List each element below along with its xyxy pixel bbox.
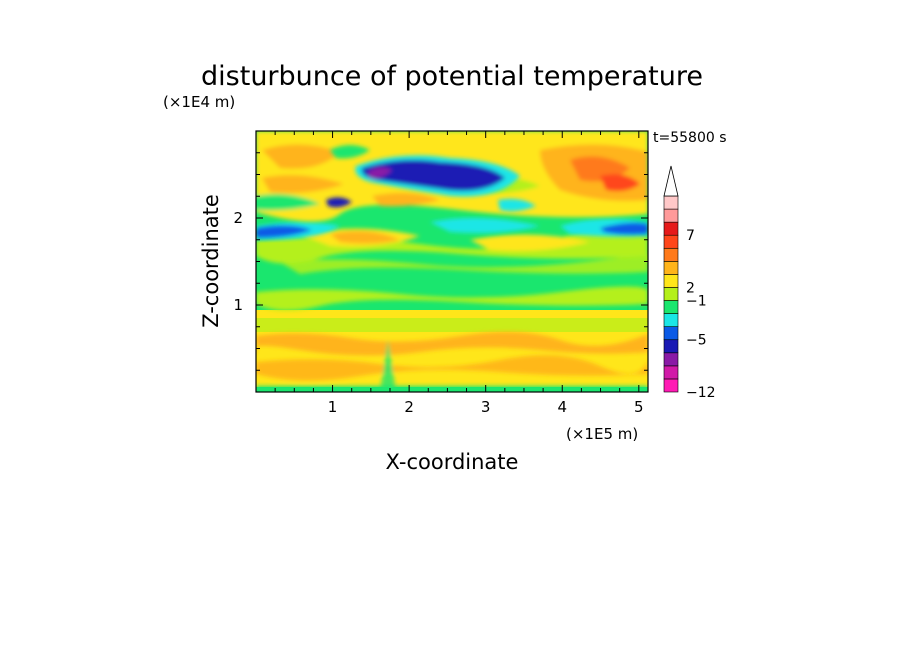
colorbar-swatch	[663, 234, 679, 249]
field-green-top	[330, 145, 370, 159]
x-axis: 1 2 3 4 5	[274, 131, 644, 416]
colorbar-swatch	[663, 313, 679, 327]
colorbar-swatch	[663, 326, 679, 341]
contour-field	[256, 131, 648, 392]
colorbar-swatch	[663, 339, 679, 354]
x-tick-label: 1	[328, 398, 338, 416]
chart-title: disturbunce of potential temperature	[201, 61, 703, 92]
y-tick-label: 2	[233, 209, 243, 227]
field-blue-left	[256, 225, 312, 238]
colorbar: −12 −5 −12 7	[663, 165, 716, 401]
colorbar-tick-label: −12	[686, 385, 716, 401]
y-tick-label: 1	[233, 296, 243, 314]
colorbar-swatch	[663, 247, 679, 262]
x-tick-label: 3	[481, 398, 491, 416]
colorbar-tick-label: −5	[686, 333, 707, 349]
y-axis-title: Z-coordinate	[199, 194, 223, 328]
colorbar-swatch	[663, 208, 679, 223]
field-lower-orange-band	[256, 331, 648, 356]
field-blue-right	[600, 222, 648, 235]
colorbar-swatch	[663, 274, 679, 288]
field-lower-yg-band	[256, 318, 648, 332]
colorbar-tick-label: −1	[686, 294, 707, 310]
colorbar-swatch	[663, 352, 679, 367]
colorbar-extend-arrow	[663, 165, 679, 197]
field-cyan-small	[498, 198, 536, 212]
field-navy-core	[361, 160, 505, 191]
field-lower-orange-band-2	[256, 355, 648, 381]
field-yellow-patch-b	[470, 234, 590, 251]
x-tick-label: 2	[404, 398, 414, 416]
time-label: t=55800 s	[653, 130, 727, 146]
field-purple-min	[368, 167, 392, 179]
field-orange-mid	[372, 192, 440, 207]
field-navy-small	[326, 197, 352, 208]
field-surface-green	[256, 386, 648, 392]
x-unit-label: (×1E5 m)	[566, 425, 638, 443]
field-mountain-wave	[380, 340, 396, 392]
y-unit-label: (×1E4 m)	[163, 93, 235, 111]
colorbar-tick-label: 2	[686, 280, 695, 296]
field-green-ul	[256, 194, 320, 211]
colorbar-swatch	[663, 261, 679, 275]
colorbar-swatch	[663, 378, 679, 393]
colorbar-swatch	[663, 221, 679, 236]
field-mid-yg-streak	[256, 286, 648, 311]
field-red-ur	[600, 174, 640, 192]
field-mid-yg-streak-2	[280, 255, 648, 274]
colorbar-swatch	[663, 365, 679, 380]
field-orange-ul-2	[262, 175, 344, 193]
colorbar-swatch	[663, 287, 679, 301]
colorbar-tick-label: 7	[686, 228, 695, 244]
x-tick-label: 4	[557, 398, 567, 416]
field-upper-yg-band	[256, 228, 648, 264]
x-tick-label: 5	[634, 398, 644, 416]
colorbar-swatch	[663, 300, 679, 314]
colorbar-swatch	[663, 195, 679, 210]
field-orange-ul	[262, 144, 340, 169]
field-cyan-mid	[430, 217, 540, 234]
x-axis-title: X-coordinate	[386, 450, 519, 474]
field-orange-patch-a	[330, 231, 400, 244]
y-axis: 12	[233, 152, 648, 371]
